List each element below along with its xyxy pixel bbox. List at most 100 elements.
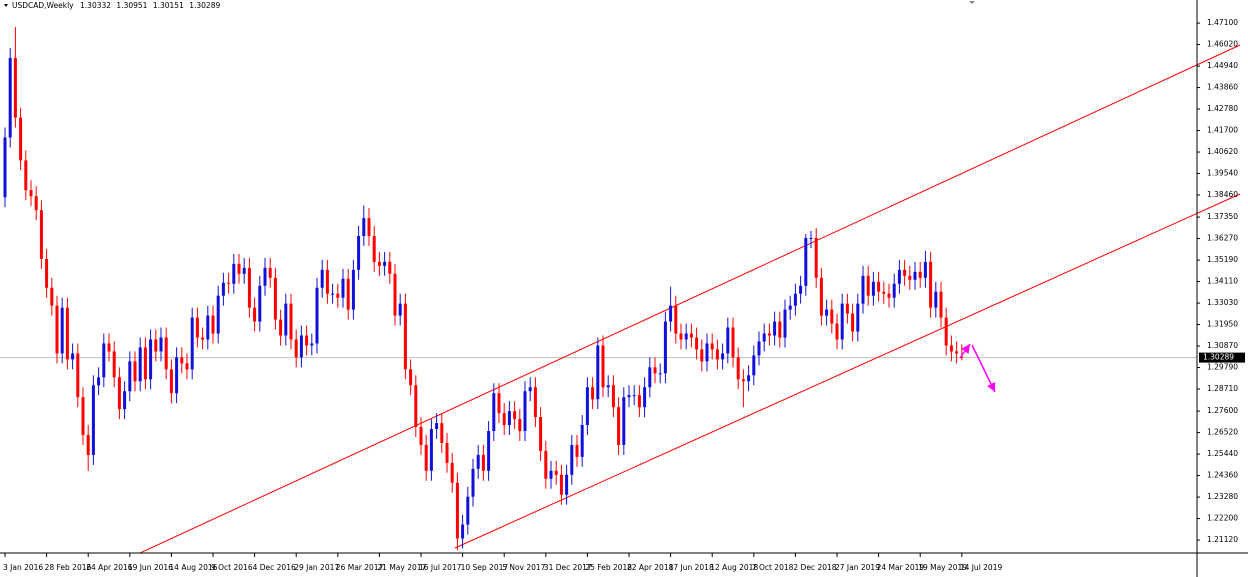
candle-body — [825, 309, 829, 316]
x-tick-label: 9 Oct 2016 — [211, 563, 253, 572]
candle-body — [81, 397, 85, 435]
candle-body — [24, 160, 28, 191]
candle-body — [180, 357, 184, 364]
x-tick-label: 22 Apr 2018 — [627, 563, 674, 572]
candle-body — [211, 315, 215, 334]
candle-body — [908, 275, 912, 280]
candle-body — [45, 258, 49, 288]
candle-body — [731, 327, 735, 358]
candle-body — [34, 196, 38, 211]
candle-body — [388, 261, 392, 274]
candle-body — [559, 474, 563, 495]
candle-body — [892, 283, 896, 298]
candle-body — [674, 305, 678, 334]
candle-body — [830, 309, 834, 324]
x-tick-label: 24 Apr 2016 — [86, 563, 133, 572]
candle-body — [955, 351, 959, 354]
header-low: 1.30151 — [153, 1, 184, 10]
candle-body — [648, 367, 652, 388]
candle-body — [767, 333, 771, 336]
candle-body — [741, 379, 745, 382]
y-tick-label: 1.31950 — [1207, 320, 1238, 329]
candle-body — [851, 313, 855, 332]
scroll-marker — [969, 1, 975, 4]
candle-body — [336, 293, 340, 298]
candle-body — [695, 337, 699, 350]
candle-body — [471, 468, 475, 497]
candle-body — [247, 267, 251, 308]
candle-body — [143, 347, 147, 380]
candle-body — [866, 275, 870, 296]
candle-body — [71, 353, 75, 360]
candle-body — [476, 454, 480, 469]
lower-trend-line — [454, 193, 1241, 549]
candle-body — [481, 454, 485, 471]
candle-body — [60, 307, 64, 354]
candle-body — [393, 273, 397, 316]
y-tick-label: 1.44940 — [1207, 61, 1238, 70]
x-tick-label: 12 Aug 2018 — [710, 563, 758, 572]
candle-body — [840, 303, 844, 340]
candle-body — [877, 281, 881, 292]
candle-body — [663, 321, 667, 374]
candle-body — [133, 361, 137, 382]
candle-body — [887, 293, 891, 298]
candle-body — [13, 57, 17, 118]
candle-body — [533, 387, 537, 418]
y-tick-label: 1.22200 — [1207, 514, 1238, 523]
candle-body — [929, 261, 933, 308]
candle-body — [107, 343, 111, 352]
y-tick-label: 1.27600 — [1207, 406, 1238, 415]
x-tick-label: 29 Jan 2017 — [294, 563, 339, 572]
candle-body — [554, 470, 558, 475]
candle-body — [357, 236, 361, 270]
candle-body — [91, 385, 95, 455]
candle-body — [596, 345, 600, 400]
y-tick-label: 1.41700 — [1207, 126, 1238, 135]
candle-body — [523, 391, 527, 432]
x-tick-label: 14 Aug 2016 — [169, 563, 217, 572]
candle-body — [637, 395, 641, 408]
x-tick-label: 2 Dec 2018 — [793, 563, 836, 572]
candle-body — [507, 411, 511, 426]
candle-body — [429, 429, 433, 471]
candle-body — [112, 351, 116, 378]
candle-body — [809, 237, 813, 239]
candle-body — [705, 343, 709, 362]
arrow-down — [971, 344, 996, 393]
candle-body — [201, 337, 205, 340]
candle-body — [362, 218, 366, 237]
candle-body — [539, 417, 543, 451]
candle-body — [757, 341, 761, 356]
candle-body — [461, 524, 465, 539]
candle-body — [669, 305, 673, 322]
candle-body — [299, 335, 303, 358]
candle-body — [263, 267, 267, 286]
candle-body — [627, 395, 631, 398]
x-tick-label: 24 Mar 2019 — [877, 563, 925, 572]
candle-body — [242, 267, 246, 274]
x-tick-label: 19 Jun 2016 — [128, 563, 173, 572]
candle-body — [273, 277, 277, 320]
candle-body — [736, 357, 740, 380]
y-tick-label: 1.43860 — [1207, 83, 1238, 92]
candle-body — [455, 482, 459, 539]
candle-body — [97, 377, 101, 386]
candle-body — [19, 117, 23, 161]
candle-body — [377, 261, 381, 266]
y-tick-label: 1.47100 — [1207, 18, 1238, 27]
y-tick-label: 1.33030 — [1207, 298, 1238, 307]
candle-body — [726, 327, 730, 354]
y-tick-label: 1.38460 — [1207, 190, 1238, 199]
x-tick-label: 5 Nov 2017 — [502, 563, 545, 572]
candle-body — [351, 269, 355, 310]
candle-body — [819, 277, 823, 316]
candle-body — [289, 303, 293, 340]
candle-body — [513, 411, 517, 420]
candle-body — [871, 281, 875, 296]
forecast-arrow — [959, 343, 996, 393]
y-tick-label: 1.36270 — [1207, 234, 1238, 243]
candle-body — [206, 315, 210, 340]
candle-body — [913, 271, 917, 280]
